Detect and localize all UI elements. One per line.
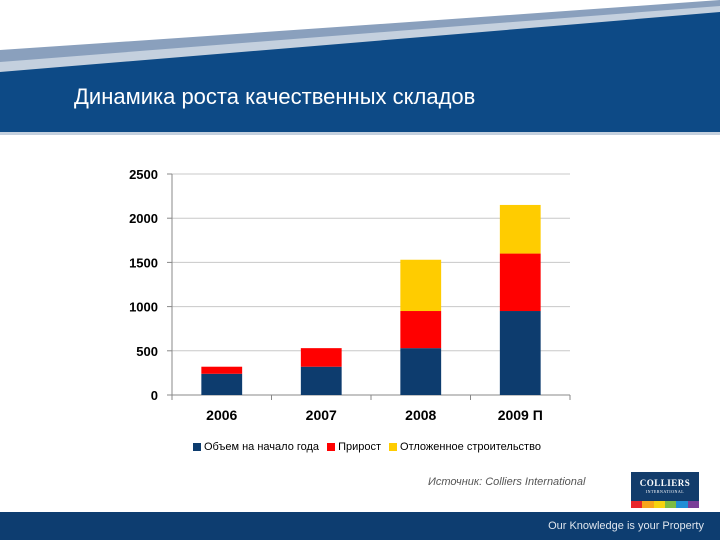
header-wave [0,0,720,135]
chart-legend: Объем на начало года Прирост Отложенное ст… [193,441,549,453]
y-tick-label: 1500 [129,255,158,270]
legend-item: Объем на начало года [193,441,319,453]
legend-item: Отложенное строительство [389,441,541,453]
logo-stripe-segment [687,501,699,508]
colliers-logo: COLLIERS INTERNATIONAL [631,472,699,508]
legend-swatch [327,443,336,451]
logo-text: COLLIERS [639,478,691,488]
logo-subtext: INTERNATIONAL [645,489,685,494]
legend-item: Прирост [327,441,381,453]
header-banner: Динамика роста качественных складов [0,0,720,135]
y-tick-label: 500 [136,344,158,359]
source-note: Источник: Colliers International [428,476,586,488]
legend-label: Отложенное строительство [400,441,541,453]
x-tick-label: 2006 [206,407,237,423]
bar-segment [300,348,342,367]
y-tick-label: 0 [151,388,158,403]
legend-label: Прирост [338,441,382,453]
bar-segment [499,204,541,254]
logo-stripe-segment [653,501,665,508]
bar-segment [499,253,541,312]
logo-color-stripe [631,501,699,508]
bar-segment [400,311,442,349]
logo-stripe-segment [664,501,677,508]
legend-label: Объем на начало года [204,441,320,453]
legend-swatch [389,443,398,451]
slide-title: Динамика роста качественных складов [74,84,476,109]
footer-bar: Our Knowledge is your Property [0,512,720,540]
logo-stripe-segment [631,501,643,508]
bar-segment [400,259,442,312]
y-tick-label: 1000 [129,300,158,315]
bar-segment [499,311,541,395]
logo-stripe-segment [676,501,688,508]
y-tick-label: 2000 [129,211,158,226]
footer-tagline: Our Knowledge is your Property [548,520,704,532]
y-tick-label: 2500 [129,167,158,182]
logo-stripe-segment [642,501,654,508]
bar-segment [201,373,243,395]
x-tick-label: 2009 П [498,407,543,423]
x-tick-label: 2008 [405,407,436,423]
legend-swatch [193,443,201,451]
bar-segment [300,366,342,395]
bar-segment [201,366,243,374]
bar-segment [400,348,442,395]
x-tick-label: 2007 [306,407,337,423]
